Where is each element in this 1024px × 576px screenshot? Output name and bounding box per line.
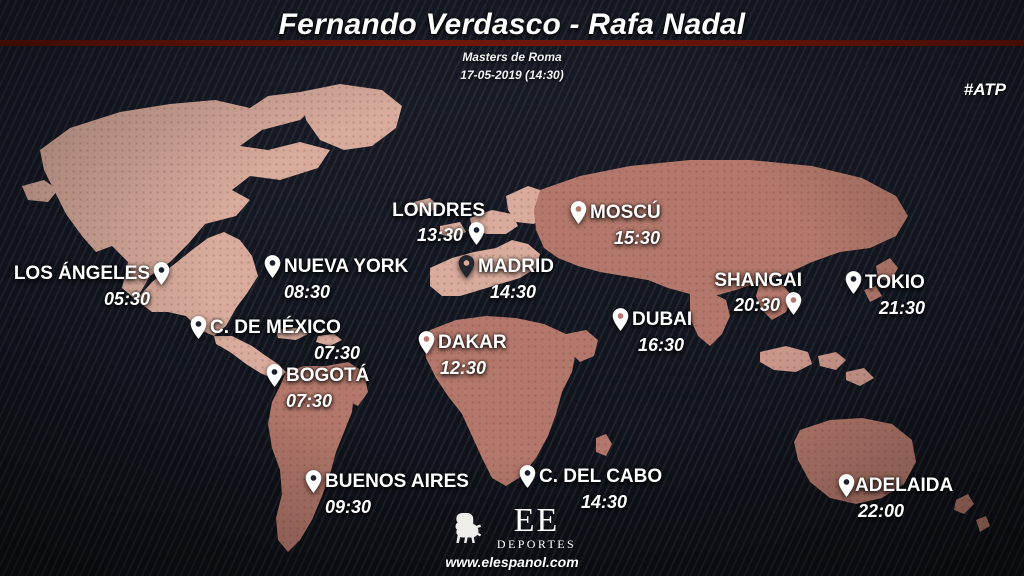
- city-time: 15:30: [614, 228, 661, 248]
- city-marker-shangai: SHANGAI 20:30: [672, 271, 802, 315]
- map-pin-icon: [570, 201, 587, 224]
- city-marker-ciudad-de-mexico: C. DE MÉXICO 07:30: [190, 316, 360, 362]
- city-time: 09:30: [325, 497, 372, 517]
- city-time: 16:30: [638, 335, 685, 355]
- city-marker-moscu: MOSCÚ 15:30: [570, 201, 661, 247]
- city-marker-madrid: MADRID 14:30: [458, 255, 554, 301]
- city-marker-dakar: DAKAR 12:30: [418, 331, 507, 377]
- city-time: 08:30: [284, 282, 331, 302]
- city-marker-adelaida: ADELAIDA 22:00: [838, 474, 953, 520]
- map-pin-icon: [458, 255, 475, 278]
- map-pin-icon: [418, 331, 435, 354]
- city-marker-londres: LONDRES 13:30: [350, 201, 485, 245]
- city-time: 20:30: [733, 295, 780, 315]
- city-name: NUEVA YORK: [284, 256, 409, 277]
- city-marker-nueva-york: NUEVA YORK 08:30: [264, 255, 408, 301]
- map-pin-icon: [190, 316, 207, 339]
- city-time: 05:30: [103, 289, 150, 309]
- city-name: MOSCÚ: [590, 202, 661, 223]
- city-marker-buenos-aires: BUENOS AIRES 09:30: [305, 470, 469, 516]
- map-pin-icon: [612, 308, 629, 331]
- city-time: 22:00: [858, 501, 905, 521]
- city-name: BUENOS AIRES: [325, 471, 469, 492]
- map-pin-icon: [519, 465, 536, 488]
- city-time: 13:30: [416, 225, 463, 245]
- city-marker-dubai: DUBAI 16:30: [612, 308, 692, 354]
- city-name: ADELAIDA: [855, 475, 954, 496]
- footer-logo: EE DEPORTES www.elespanol.com: [0, 501, 1024, 570]
- map-pin-icon: [153, 262, 170, 285]
- city-name: BOGOTÁ: [286, 365, 370, 386]
- city-marker-ciudad-del-cabo: C. DEL CABO 14:30: [519, 465, 679, 511]
- map-pin-icon: [838, 474, 855, 497]
- brand-name: EE: [513, 501, 560, 539]
- match-datetime: 17-05-2019 (14:30): [460, 68, 564, 82]
- city-name: LONDRES: [392, 200, 485, 221]
- city-time: 14:30: [580, 492, 628, 512]
- city-name: C. DE MÉXICO: [210, 317, 341, 338]
- accent-band: [0, 40, 1024, 46]
- map-pin-icon: [266, 364, 283, 387]
- map-pin-icon: [468, 222, 485, 245]
- page-title: Fernando Verdasco - Rafa Nadal: [278, 8, 746, 41]
- city-name: TOKIO: [865, 272, 925, 293]
- map-pin-icon: [305, 470, 322, 493]
- city-name: DAKAR: [438, 332, 507, 353]
- map-pin-icon: [845, 271, 862, 294]
- city-name: C. DEL CABO: [539, 466, 663, 487]
- city-marker-bogota: BOGOTÁ 07:30: [266, 364, 369, 410]
- tournament-label: Masters de Roma: [462, 50, 562, 64]
- lion-icon: [455, 513, 482, 544]
- city-time: 07:30: [313, 343, 360, 363]
- city-time: 21:30: [879, 298, 926, 318]
- city-time: 12:30: [440, 358, 487, 378]
- city-name: DUBAI: [632, 309, 693, 330]
- map-pin-icon: [785, 292, 802, 315]
- hashtag-label: #ATP: [963, 80, 1006, 99]
- city-name: LOS ÁNGELES: [13, 263, 150, 284]
- city-time: 07:30: [286, 391, 333, 411]
- website-url[interactable]: www.elespanol.com: [445, 554, 579, 570]
- brand-section: DEPORTES: [496, 537, 577, 551]
- city-name: MADRID: [478, 256, 554, 277]
- city-time: 14:30: [490, 282, 537, 302]
- city-marker-los-angeles: LOS ÁNGELES 05:30: [0, 262, 170, 308]
- city-marker-tokio: TOKIO 21:30: [845, 271, 925, 317]
- city-name: SHANGAI: [714, 270, 802, 291]
- map-pin-icon: [264, 255, 281, 278]
